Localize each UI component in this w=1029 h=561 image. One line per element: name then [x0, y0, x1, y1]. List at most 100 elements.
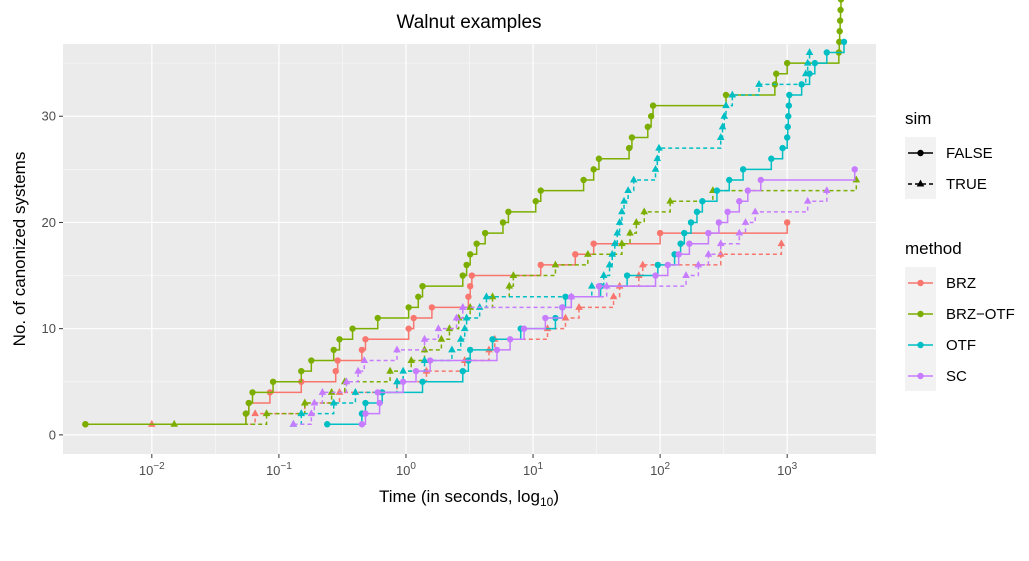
data-point-brz-otf-true — [327, 388, 336, 395]
data-point-sc-false — [724, 208, 731, 216]
data-point-sc-true — [704, 249, 713, 257]
data-point-brz-false — [468, 272, 476, 279]
legend-method-brz-label: BRZ — [946, 275, 976, 292]
data-point-otf-true — [460, 324, 469, 332]
data-point-otf-true — [728, 90, 737, 98]
data-point-brz-otf-true — [488, 292, 497, 300]
data-point-otf-true — [801, 69, 810, 77]
data-point-brz-false — [358, 346, 366, 354]
data-point-otf-true — [805, 48, 814, 55]
data-point-brz-otf-false — [298, 367, 305, 375]
data-point-sc-true — [360, 356, 369, 363]
data-point-brz-otf-false — [836, 17, 844, 24]
series-sc-true — [289, 186, 831, 427]
data-point-otf-false — [623, 272, 631, 279]
data-point-sc-false — [399, 378, 407, 385]
legend-method-keys — [908, 279, 933, 380]
data-point-otf-true — [462, 313, 471, 321]
series-layer — [82, 0, 861, 428]
data-point-brz-otf-false — [628, 134, 636, 141]
data-point-otf-true — [297, 409, 306, 417]
x-axis: 10−2 10−1 100 101 102 103 — [139, 454, 798, 478]
data-point-otf-true — [651, 164, 660, 172]
data-point-brz-otf-false — [308, 357, 315, 364]
x-tick-label-base: 10 — [266, 463, 280, 478]
data-point-otf-true — [615, 218, 624, 225]
data-point-brz-otf-false — [837, 6, 844, 14]
legend-sim-key-bg — [905, 137, 936, 199]
data-point-brz-otf-true — [301, 398, 309, 406]
data-point-otf-false — [786, 91, 793, 99]
minor-grid — [63, 44, 876, 454]
data-point-brz-otf-false — [580, 176, 587, 184]
data-point-brz-otf-true — [852, 175, 861, 183]
x-axis-title-main: Time (in seconds, log — [379, 487, 540, 506]
data-point-sc-true — [354, 366, 362, 374]
data-point-sc-true — [803, 196, 812, 204]
legend-sim-true-label: TRUE — [946, 176, 987, 193]
data-point-brz-otf-true — [262, 409, 271, 417]
data-point-brz-otf-true — [437, 334, 446, 342]
x-tick-label: 103 — [777, 461, 797, 478]
data-point-otf-false — [677, 240, 684, 247]
data-point-otf-false — [687, 219, 695, 226]
data-point-brz-otf-false — [336, 336, 343, 343]
data-point-otf-false — [726, 176, 733, 184]
data-point-otf-false — [459, 367, 466, 375]
data-point-brz-otf-true — [618, 239, 626, 247]
data-point-otf-false — [466, 346, 474, 354]
data-point-otf-true — [618, 207, 626, 215]
data-point-otf-false — [840, 38, 848, 46]
data-point-brz-otf-false — [269, 378, 277, 385]
data-point-brz-true — [635, 271, 643, 279]
x-tick-label-base: 10 — [777, 463, 791, 478]
data-point-brz-otf-false — [405, 304, 412, 311]
data-point-sc-false — [675, 251, 682, 258]
data-point-brz-otf-true — [509, 271, 518, 279]
data-point-brz-false — [332, 367, 339, 375]
data-point-brz-false — [362, 336, 369, 343]
data-point-sc-false — [705, 229, 712, 237]
data-point-brz-otf-true — [584, 249, 592, 257]
data-point-brz-otf-false — [722, 91, 730, 99]
data-point-otf-true — [755, 79, 763, 87]
legend-sim-title: sim — [905, 109, 931, 128]
data-point-brz-otf-true — [407, 356, 416, 363]
data-point-sc-false — [506, 336, 514, 343]
data-point-brz-otf-false — [773, 70, 780, 77]
data-point-brz-otf-false — [245, 399, 253, 407]
data-point-sc-false — [412, 367, 420, 375]
data-point-brz-false — [537, 261, 544, 269]
data-point-brz-otf-false — [463, 261, 470, 269]
data-point-brz-otf-true — [551, 260, 560, 268]
legend-sim-key-symbol — [917, 149, 924, 157]
data-point-sc-true — [342, 377, 351, 385]
x-tick-label-base: 10 — [396, 463, 410, 478]
data-point-otf-true — [482, 292, 491, 300]
data-point-otf-true — [655, 143, 663, 151]
data-point-otf-true — [399, 366, 407, 374]
data-point-brz-otf-false — [499, 219, 507, 226]
data-point-brz-true — [615, 281, 624, 289]
data-point-brz-true — [609, 292, 618, 300]
data-point-sc-true — [318, 388, 327, 395]
data-point-sc-false — [744, 187, 752, 194]
legend-method: method BRZ BRZ−OTF OTF SC — [905, 239, 1015, 391]
data-point-otf-false — [713, 187, 721, 194]
data-point-sc-false — [362, 410, 369, 417]
series-otf-true — [289, 48, 814, 427]
data-point-brz-otf-false — [836, 28, 843, 35]
data-point-sc-false — [358, 421, 366, 428]
series-brz-otf-false — [82, 0, 845, 428]
data-point-sc-true — [458, 303, 467, 310]
x-tick-label-exponent: 0 — [410, 461, 416, 472]
data-point-sc-false — [493, 346, 501, 354]
data-point-brz-false — [405, 325, 412, 332]
legend-method-key-bg — [905, 267, 936, 391]
y-axis-title: No. of canonized systems — [10, 152, 29, 347]
data-point-otf-true — [456, 334, 465, 342]
data-point-sc-false — [757, 176, 764, 184]
legend-sim-false-label: FALSE — [946, 145, 993, 162]
data-point-brz-otf-false — [82, 421, 89, 428]
data-point-brz-otf-true — [170, 419, 178, 427]
